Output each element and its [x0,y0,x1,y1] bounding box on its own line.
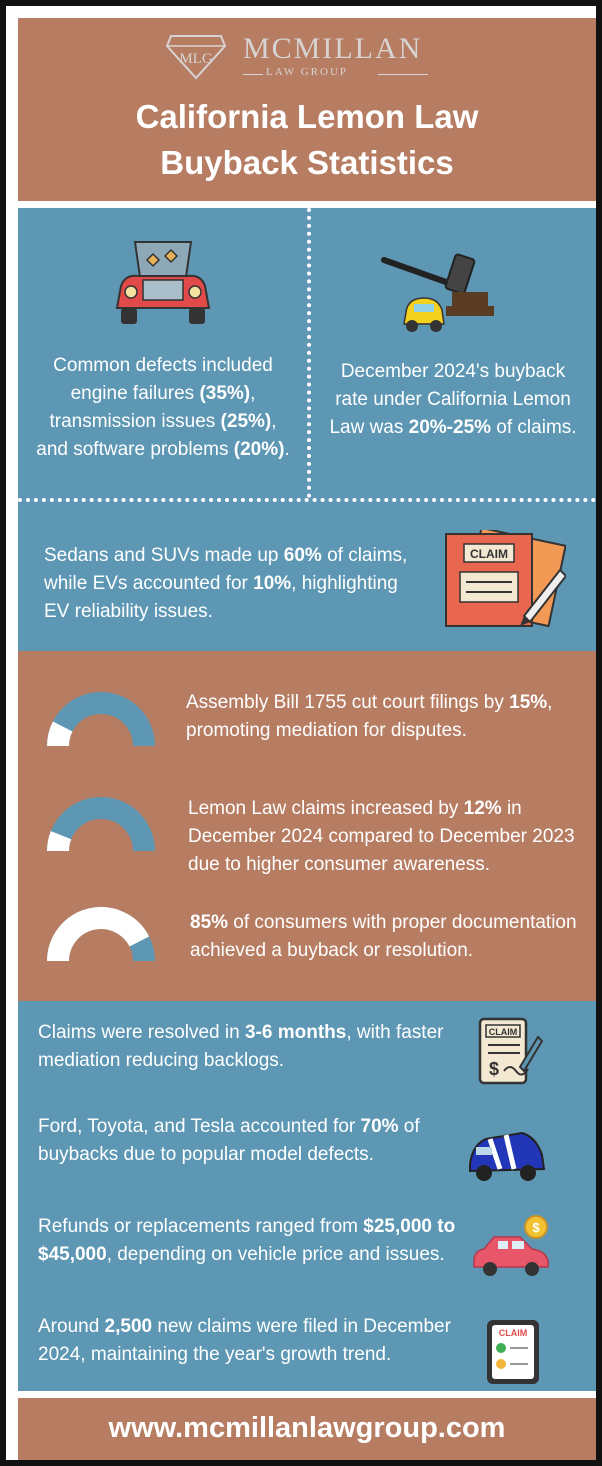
car-money-icon: $ [473,1215,549,1276]
claim-tablet-label: CLAIM [499,1328,528,1338]
buyback-pre: December 2024's buyback rate under Calif… [329,361,571,438]
infographic-frame: MLG MCMILLAN LAW GROUP California Lemon … [6,6,596,1460]
vehicles-pre: Sedans and SUVs made up [44,545,284,566]
brand-tagline: LAW GROUP [266,66,349,78]
fact-4-pre: Around [38,1316,105,1337]
gauge-1-pre: Assembly Bill 1755 cut court filings by [186,692,510,713]
buyback-post: of claims. [491,417,577,438]
vertical-divider [307,208,311,498]
vehicles-text: Sedans and SUVs made up 60% of claims, w… [44,542,414,626]
gauge-12-icon [47,797,155,852]
money-coin-label: $ [532,1220,540,1235]
fact-4-post: new claims were filed in December 2024, … [38,1316,451,1365]
gauge-15-icon [47,692,155,747]
gauge-fill-2 [47,831,72,852]
brand-name: MCMILLAN [243,32,423,65]
fact-1-pre: Claims were resolved in [38,1022,245,1043]
claim-form-icon: CLAIM [445,530,566,628]
logo-monogram: MLG [179,51,213,67]
gauge-3-post: of consumers with proper documentation a… [190,912,577,961]
vehicles-mid: of claims, while EVs accounted for [44,545,408,594]
claim-form-label: CLAIM [470,547,508,561]
logo-rule-left [243,74,263,75]
defects-text: Common defects included engine failures … [32,352,294,464]
title-line-1: California Lemon Law [135,98,479,135]
gauge-text-3: 85% of consumers with proper documentati… [190,909,585,965]
fact-3-value: $25,000 to $45,000 [38,1216,456,1265]
gauges-section: Assembly Bill 1755 cut court filings by … [18,651,596,1001]
fact-text-1: Claims were resolved in 3-6 months, with… [38,1019,458,1075]
defects-mid2: , and software problems [36,411,277,460]
title-line-2: Buyback Statistics [160,144,454,181]
gauge-3-value: 85% [190,912,229,933]
fact-3-post: , depending on vehicle price and issues. [106,1244,445,1265]
fact-text-3: Refunds or replacements ranged from $25,… [38,1213,458,1269]
buyback-rate-value: 20%-25% [408,417,492,438]
horizontal-divider [18,498,596,502]
buyback-text: December 2024's buyback rate under Calif… [322,358,584,442]
diamond-logo-icon: MLG [165,35,227,80]
fact-text-4: Around 2,500 new claims were filed in De… [38,1313,458,1369]
gauge-fill-3 [47,907,150,962]
fact-3-pre: Refunds or replacements ranged from [38,1216,364,1237]
sedans-value: 60% [283,545,322,566]
fact-2-value: 70% [360,1116,399,1137]
fact-4-value: 2,500 [104,1316,153,1337]
footer: www.mcmillanlawgroup.com [18,1398,596,1460]
gauge-text-1: Assembly Bill 1755 cut court filings by … [186,689,586,745]
defects-pre: Common defects included engine failures [53,355,273,404]
sports-car-icon [469,1131,546,1181]
gauge-2-post: in December 2024 compared to December 20… [188,798,575,875]
defects-post: . [284,439,290,460]
stats-section-top: Common defects included engine failures … [18,208,596,651]
engine-value: (35%) [199,383,251,404]
gauge-fill-1 [47,721,73,747]
gavel-car-icon [381,253,494,332]
gauge-85-icon [47,907,155,962]
gauge-2-value: 12% [463,798,502,819]
defects-mid1: , transmission issues [49,383,256,432]
fact-2-post: of buybacks due to popular model defects… [38,1116,420,1165]
gauge-2-pre: Lemon Law claims increased by [188,798,464,819]
infographic: MLG MCMILLAN LAW GROUP California Lemon … [18,18,596,1460]
header: MLG MCMILLAN LAW GROUP California Lemon … [18,18,596,201]
gauge-1-post: , promoting mediation for disputes. [186,692,553,741]
transmission-value: (25%) [220,411,272,432]
claim-document-icon: CLAIM $ [478,1017,544,1085]
claim-document-label: CLAIM [489,1027,518,1037]
logo-rule-right [378,74,428,75]
fact-text-2: Ford, Toyota, and Tesla accounted for 70… [38,1113,458,1169]
claim-tablet-icon: CLAIM [487,1320,539,1384]
page-title: California Lemon Law Buyback Statistics [18,94,596,186]
fact-1-post: , with faster mediation reducing backlog… [38,1022,444,1071]
vehicles-post: , highlighting EV reliability issues. [44,573,398,622]
website-url[interactable]: www.mcmillanlawgroup.com [108,1412,506,1444]
gauge-1-value: 15% [509,692,548,713]
software-value: (20%) [233,439,285,460]
gauge-text-2: Lemon Law claims increased by 12% in Dec… [188,795,593,879]
evs-value: 10% [253,573,292,594]
car-engine-icon [115,241,211,324]
fact-1-value: 3-6 months [244,1022,347,1043]
facts-section: Claims were resolved in 3-6 months, with… [18,1001,596,1391]
svg-text:$: $ [489,1059,499,1079]
fact-2-pre: Ford, Toyota, and Tesla accounted for [38,1116,361,1137]
